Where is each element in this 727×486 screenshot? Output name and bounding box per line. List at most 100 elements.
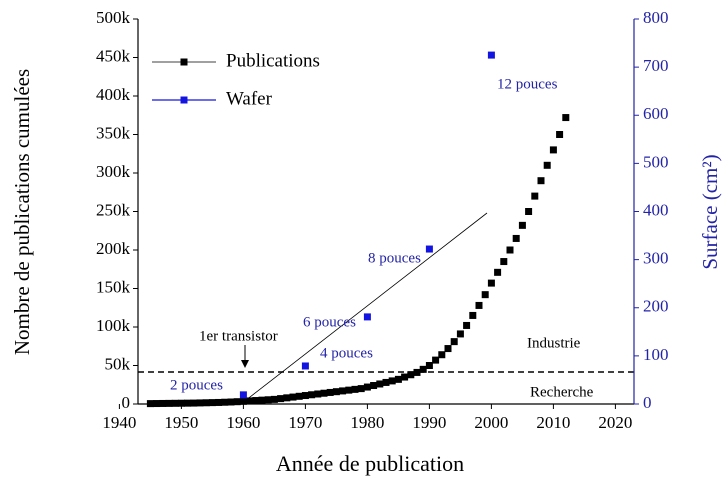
- marker: [518, 221, 526, 229]
- legend-marker: [180, 58, 188, 66]
- y-tick-label: 100k: [96, 316, 131, 335]
- legend-marker: [180, 96, 188, 104]
- marker: [382, 378, 390, 386]
- y-axis-label: Nombre de publications cumulées: [10, 69, 34, 355]
- y2-tick-label: 300: [643, 249, 669, 268]
- marker: [196, 399, 204, 407]
- marker: [549, 146, 557, 154]
- marker: [283, 394, 291, 402]
- y2-tick-label: 700: [643, 56, 669, 75]
- annotation: Recherche: [530, 384, 594, 400]
- annotation: 12 pouces: [497, 76, 558, 92]
- marker: [500, 258, 508, 266]
- trend-line: [240, 212, 488, 405]
- marker: [494, 268, 502, 276]
- marker: [233, 398, 241, 406]
- annotation: 1er transistor: [199, 328, 278, 344]
- marker: [370, 382, 378, 390]
- marker: [146, 400, 154, 408]
- marker: [227, 398, 235, 406]
- marker: [531, 192, 539, 200]
- legend-label: Publications: [226, 50, 320, 71]
- marker: [469, 311, 477, 319]
- marker: [246, 397, 254, 405]
- marker: [425, 245, 433, 253]
- y-tick-label: 350k: [96, 123, 131, 142]
- marker: [289, 393, 297, 401]
- marker: [295, 392, 303, 400]
- annotation: Industrie: [527, 335, 581, 351]
- marker: [339, 387, 347, 395]
- marker: [432, 356, 440, 364]
- marker: [252, 397, 260, 405]
- marker: [456, 330, 464, 338]
- y2-tick-label: 0: [643, 393, 652, 412]
- x-tick-label: 1970: [288, 413, 322, 432]
- marker: [463, 321, 471, 329]
- marker: [357, 385, 365, 393]
- y-tick-label: 0: [122, 393, 131, 412]
- x-tick-label: 2000: [474, 413, 508, 432]
- marker: [308, 391, 316, 399]
- marker: [487, 51, 495, 59]
- annotation: 8 pouces: [368, 250, 421, 266]
- marker: [394, 375, 402, 383]
- marker: [401, 373, 409, 381]
- marker: [153, 400, 161, 408]
- marker: [320, 389, 328, 397]
- marker: [444, 345, 452, 353]
- marker: [171, 399, 179, 407]
- marker: [407, 371, 415, 379]
- marker: [537, 177, 545, 185]
- y-tick-label: 150k: [96, 277, 131, 296]
- y2-tick-label: 400: [643, 200, 669, 219]
- marker: [481, 291, 489, 299]
- marker: [413, 368, 421, 376]
- x-axis-label: Année de publication: [276, 451, 464, 476]
- marker: [270, 395, 278, 403]
- marker: [264, 396, 272, 404]
- y2-tick-label: 800: [643, 8, 669, 27]
- marker: [419, 365, 427, 373]
- marker: [159, 399, 167, 407]
- marker: [258, 396, 266, 404]
- arrow-head: [241, 360, 249, 368]
- marker: [450, 338, 458, 346]
- x-tick-label: 1950: [164, 413, 198, 432]
- marker: [301, 392, 309, 400]
- annotation: 6 pouces: [303, 314, 356, 330]
- marker: [525, 208, 533, 215]
- marker: [487, 279, 495, 287]
- marker: [177, 399, 185, 407]
- marker: [326, 388, 334, 396]
- marker: [239, 391, 247, 399]
- legend-label: Wafer: [226, 88, 273, 109]
- y2-tick-label: 100: [643, 345, 669, 364]
- x-tick-label: 2010: [536, 413, 570, 432]
- marker: [277, 395, 285, 403]
- y-tick-label: 250k: [96, 200, 131, 219]
- x-tick-label: 1990: [412, 413, 446, 432]
- marker: [512, 234, 520, 242]
- marker: [208, 399, 216, 407]
- annotation: 4 pouces: [320, 345, 373, 361]
- marker: [425, 362, 433, 369]
- y2-tick-label: 200: [643, 297, 669, 316]
- marker: [301, 362, 309, 370]
- marker: [239, 397, 247, 405]
- y-tick-label: 500k: [96, 8, 131, 27]
- y-tick-label: 450k: [96, 46, 131, 65]
- marker: [314, 390, 322, 398]
- y-tick-label: 50k: [105, 354, 131, 373]
- y2-tick-label: 500: [643, 152, 669, 171]
- marker: [351, 385, 359, 393]
- marker: [332, 388, 340, 396]
- marker: [376, 380, 384, 388]
- marker: [202, 399, 210, 407]
- marker: [543, 161, 551, 169]
- x-tick-label: 1940: [102, 413, 136, 432]
- x-tick-label: 1960: [226, 413, 260, 432]
- marker: [184, 399, 192, 407]
- marker: [363, 383, 371, 391]
